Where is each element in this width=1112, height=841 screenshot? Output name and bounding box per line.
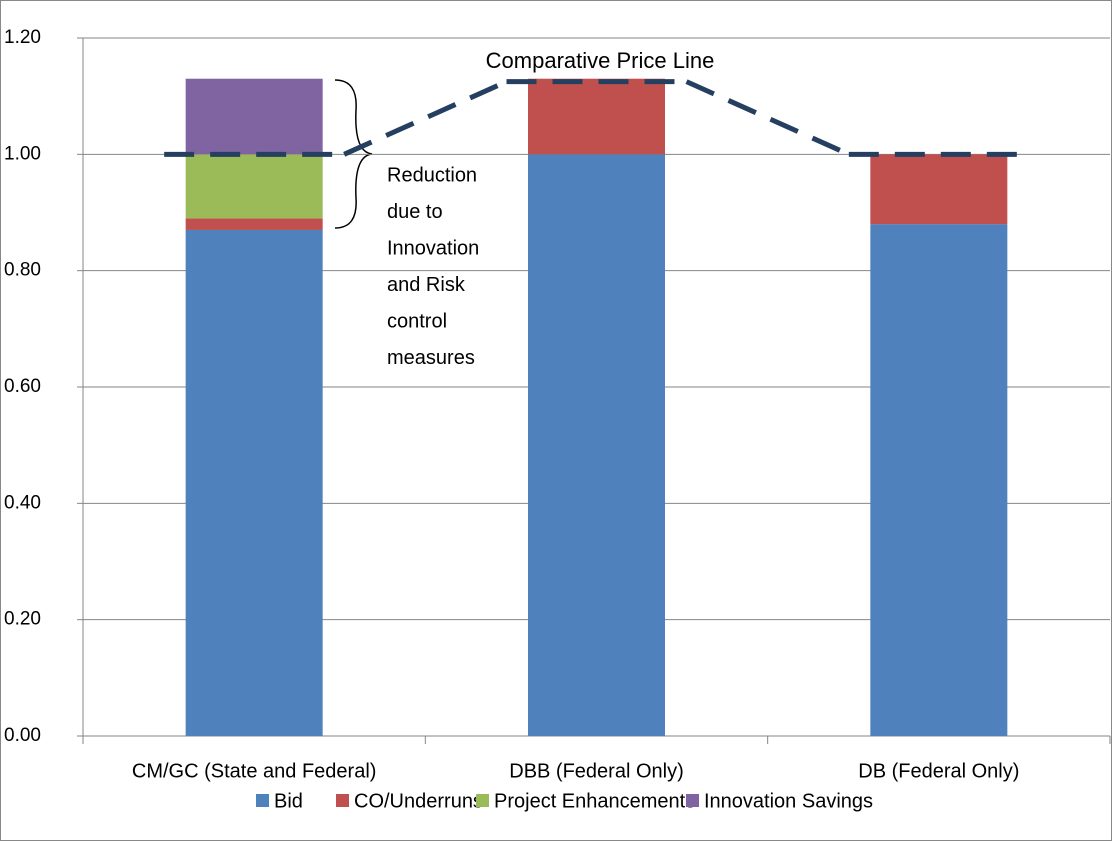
bar-segment [870,224,1008,736]
legend-swatch [476,794,489,807]
legend-swatch [686,794,699,807]
legend-label: CO/Underruns [354,790,483,812]
y-tick-label: 0.80 [4,260,41,281]
x-tick-label: CM/GC (State and Federal) [132,760,377,782]
x-tick-label: DBB (Federal Only) [509,760,684,782]
legend-label: Innovation Savings [704,790,873,812]
price-line-connector [685,79,850,157]
annotation: due to [387,201,443,223]
bar-segment [185,154,323,219]
annotation: and Risk [387,274,466,296]
x-tick-label: DB (Federal Only) [858,760,1019,782]
y-tick-label: 0.40 [4,492,41,513]
y-tick-label: 1.00 [4,143,41,164]
y-tick-label: 0.20 [4,609,41,630]
bar-segment [185,78,323,155]
bar-segment [528,154,665,737]
y-tick-label: 1.20 [4,27,41,48]
line-label: Comparative Price Line [486,48,715,73]
bar-segment [870,154,1008,225]
legend-label: Project Enhancements [494,790,695,812]
annotation: Reduction [387,164,477,186]
annotation: Innovation [387,237,479,259]
bar-segment [528,78,665,155]
annotation: measures [387,347,475,369]
y-tick-label: 0.60 [4,376,41,397]
annotation: control [387,310,447,332]
legend-label: Bid [274,790,303,812]
price-line-connector [343,79,508,157]
legend-swatch [256,794,269,807]
bar-segment [185,218,323,230]
y-tick-label: 0.00 [4,725,41,746]
bar-segment [185,229,323,736]
legend-swatch [336,794,349,807]
